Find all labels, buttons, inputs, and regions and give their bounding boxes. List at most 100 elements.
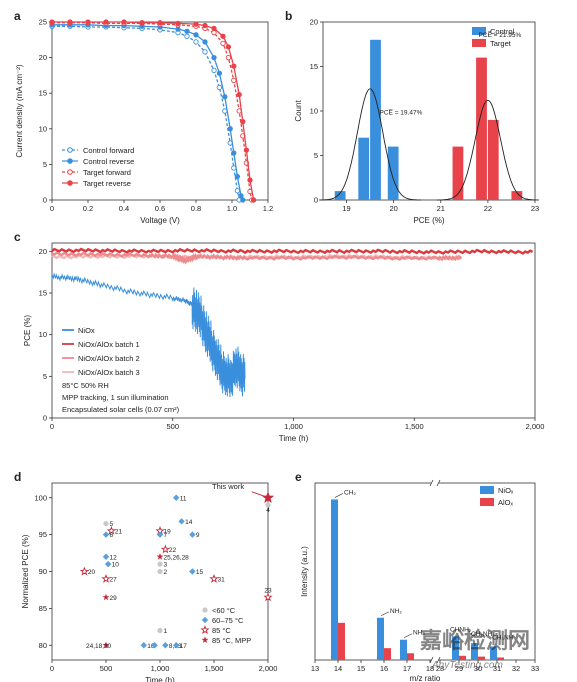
data-point: [240, 197, 246, 203]
series-line: [51, 247, 534, 255]
point-label: 10: [112, 562, 120, 569]
y-tick-label: 0: [43, 414, 47, 423]
panel-a: 0 0.2 0.4 0.6 0.8 1.0 1.2 0 5 10 15 20 25 Voltage (V)…: [14, 9, 273, 225]
y-tick-label: 100: [34, 493, 47, 502]
histogram-bar: [370, 39, 381, 200]
panel-label: a: [14, 9, 21, 23]
data-point: [156, 553, 164, 560]
legend-swatch: [480, 486, 494, 494]
x-tick-label: 0.4: [119, 204, 129, 213]
data-point: [265, 502, 271, 508]
point-label: 12: [110, 554, 118, 561]
y-tick-label: 5: [43, 160, 47, 169]
data-point: [231, 77, 237, 84]
data-point: [173, 642, 180, 649]
data-point: [263, 592, 273, 602]
intensity-bar: [471, 643, 478, 660]
intensity-bar: [497, 657, 504, 660]
point-label: 23: [264, 587, 272, 594]
data-point: [220, 33, 226, 39]
point-label: 27: [110, 576, 118, 583]
x-tick-label: 2,000: [259, 664, 278, 673]
legend-marker: [200, 625, 210, 634]
panel-e: 13 14 15 16 17 18 28 29 30 31 32 33 m/z ratio Intensi…: [295, 470, 539, 682]
data-point: [189, 531, 196, 538]
histogram-bar: [476, 57, 487, 200]
data-point: [101, 574, 111, 583]
y-tick-label: 20: [39, 53, 47, 62]
point-label: 1: [164, 628, 168, 635]
data-point: [240, 119, 246, 125]
x-tick-label: 1.0: [227, 204, 237, 213]
point-label: 7: [164, 532, 168, 539]
y-tick-label: 15: [39, 289, 47, 298]
y-tick-label: 80: [39, 641, 47, 650]
data-point: [211, 67, 217, 74]
intensity-bar: [377, 617, 384, 660]
y-tick-label: 20: [310, 18, 318, 27]
panel-b: 19 20 21 22 23 0 5 10 15 20 PCE (%) Count b Control Ta…: [285, 9, 539, 225]
data-point: [157, 627, 163, 634]
intensity-bar: [490, 646, 497, 660]
legend-marker: [201, 616, 209, 624]
data-point: [225, 54, 232, 61]
y-axis-label: PCE (%): [23, 315, 32, 346]
data-point: [121, 19, 127, 25]
data-point: [216, 84, 223, 91]
species-annotation: CH₂NH₂: [471, 631, 495, 638]
intensity-bar: [331, 499, 338, 660]
point-label: 20: [88, 569, 96, 576]
condition-text: MPP tracking, 1 sun illumination: [62, 393, 169, 402]
x-tick-label: 0.8: [191, 204, 201, 213]
point-label: 21: [115, 528, 123, 535]
condition-text: 85°C 50% RH: [62, 381, 109, 390]
condition-text: Encapsulated solar cells (0.07 cm²): [62, 405, 180, 414]
data-point: [85, 19, 91, 25]
legend-label: 85 °C, MPP: [212, 636, 251, 645]
x-tick-label: 30: [474, 664, 482, 673]
plot-frame: [51, 242, 536, 419]
plot-frame: [314, 482, 536, 661]
point-label: 6: [110, 532, 114, 539]
legend-marker: [67, 158, 73, 164]
x-tick-label: 2,000: [526, 422, 545, 431]
y-tick-label: 0: [314, 196, 318, 205]
legend-label: Target reverse: [83, 179, 131, 188]
data-point: [49, 19, 55, 25]
data-point: [202, 22, 208, 29]
data-point: [175, 26, 181, 32]
histogram-bar: [334, 191, 346, 200]
x-tick-label: 31: [493, 664, 501, 673]
point-label: 9: [196, 532, 200, 539]
data-point: [175, 20, 181, 27]
x-tick-label: 23: [531, 204, 539, 213]
legend-label: Control: [490, 27, 515, 36]
data-point: [234, 173, 241, 180]
data-point: [231, 63, 237, 69]
x-tick-label: 29: [455, 664, 463, 673]
legend-label: Control reverse: [83, 157, 134, 166]
gaussian-fit: [319, 88, 422, 201]
x-tick-label: 16: [380, 664, 388, 673]
intensity-bar: [338, 622, 345, 660]
species-annotation: CH₃NH: [492, 634, 514, 641]
legend-label: NiOₓ: [498, 486, 514, 495]
legend-swatch: [472, 27, 486, 35]
data-point: [227, 126, 233, 132]
data-point: [157, 568, 163, 575]
data-point: [211, 25, 217, 32]
point-label: 17: [180, 643, 188, 650]
point-label: 16: [147, 643, 155, 650]
this-work-arrow: [251, 491, 265, 497]
intensity-bar: [459, 655, 466, 660]
x-tick-label: 32: [512, 664, 520, 673]
x-tick-label: 0: [50, 422, 54, 431]
annotation-line: [334, 493, 344, 498]
data-point: [189, 568, 196, 575]
data-point: [151, 642, 158, 649]
data-point: [222, 94, 228, 100]
series-line: [52, 22, 253, 201]
point-label: 22: [169, 547, 177, 554]
data-point: [261, 491, 275, 503]
